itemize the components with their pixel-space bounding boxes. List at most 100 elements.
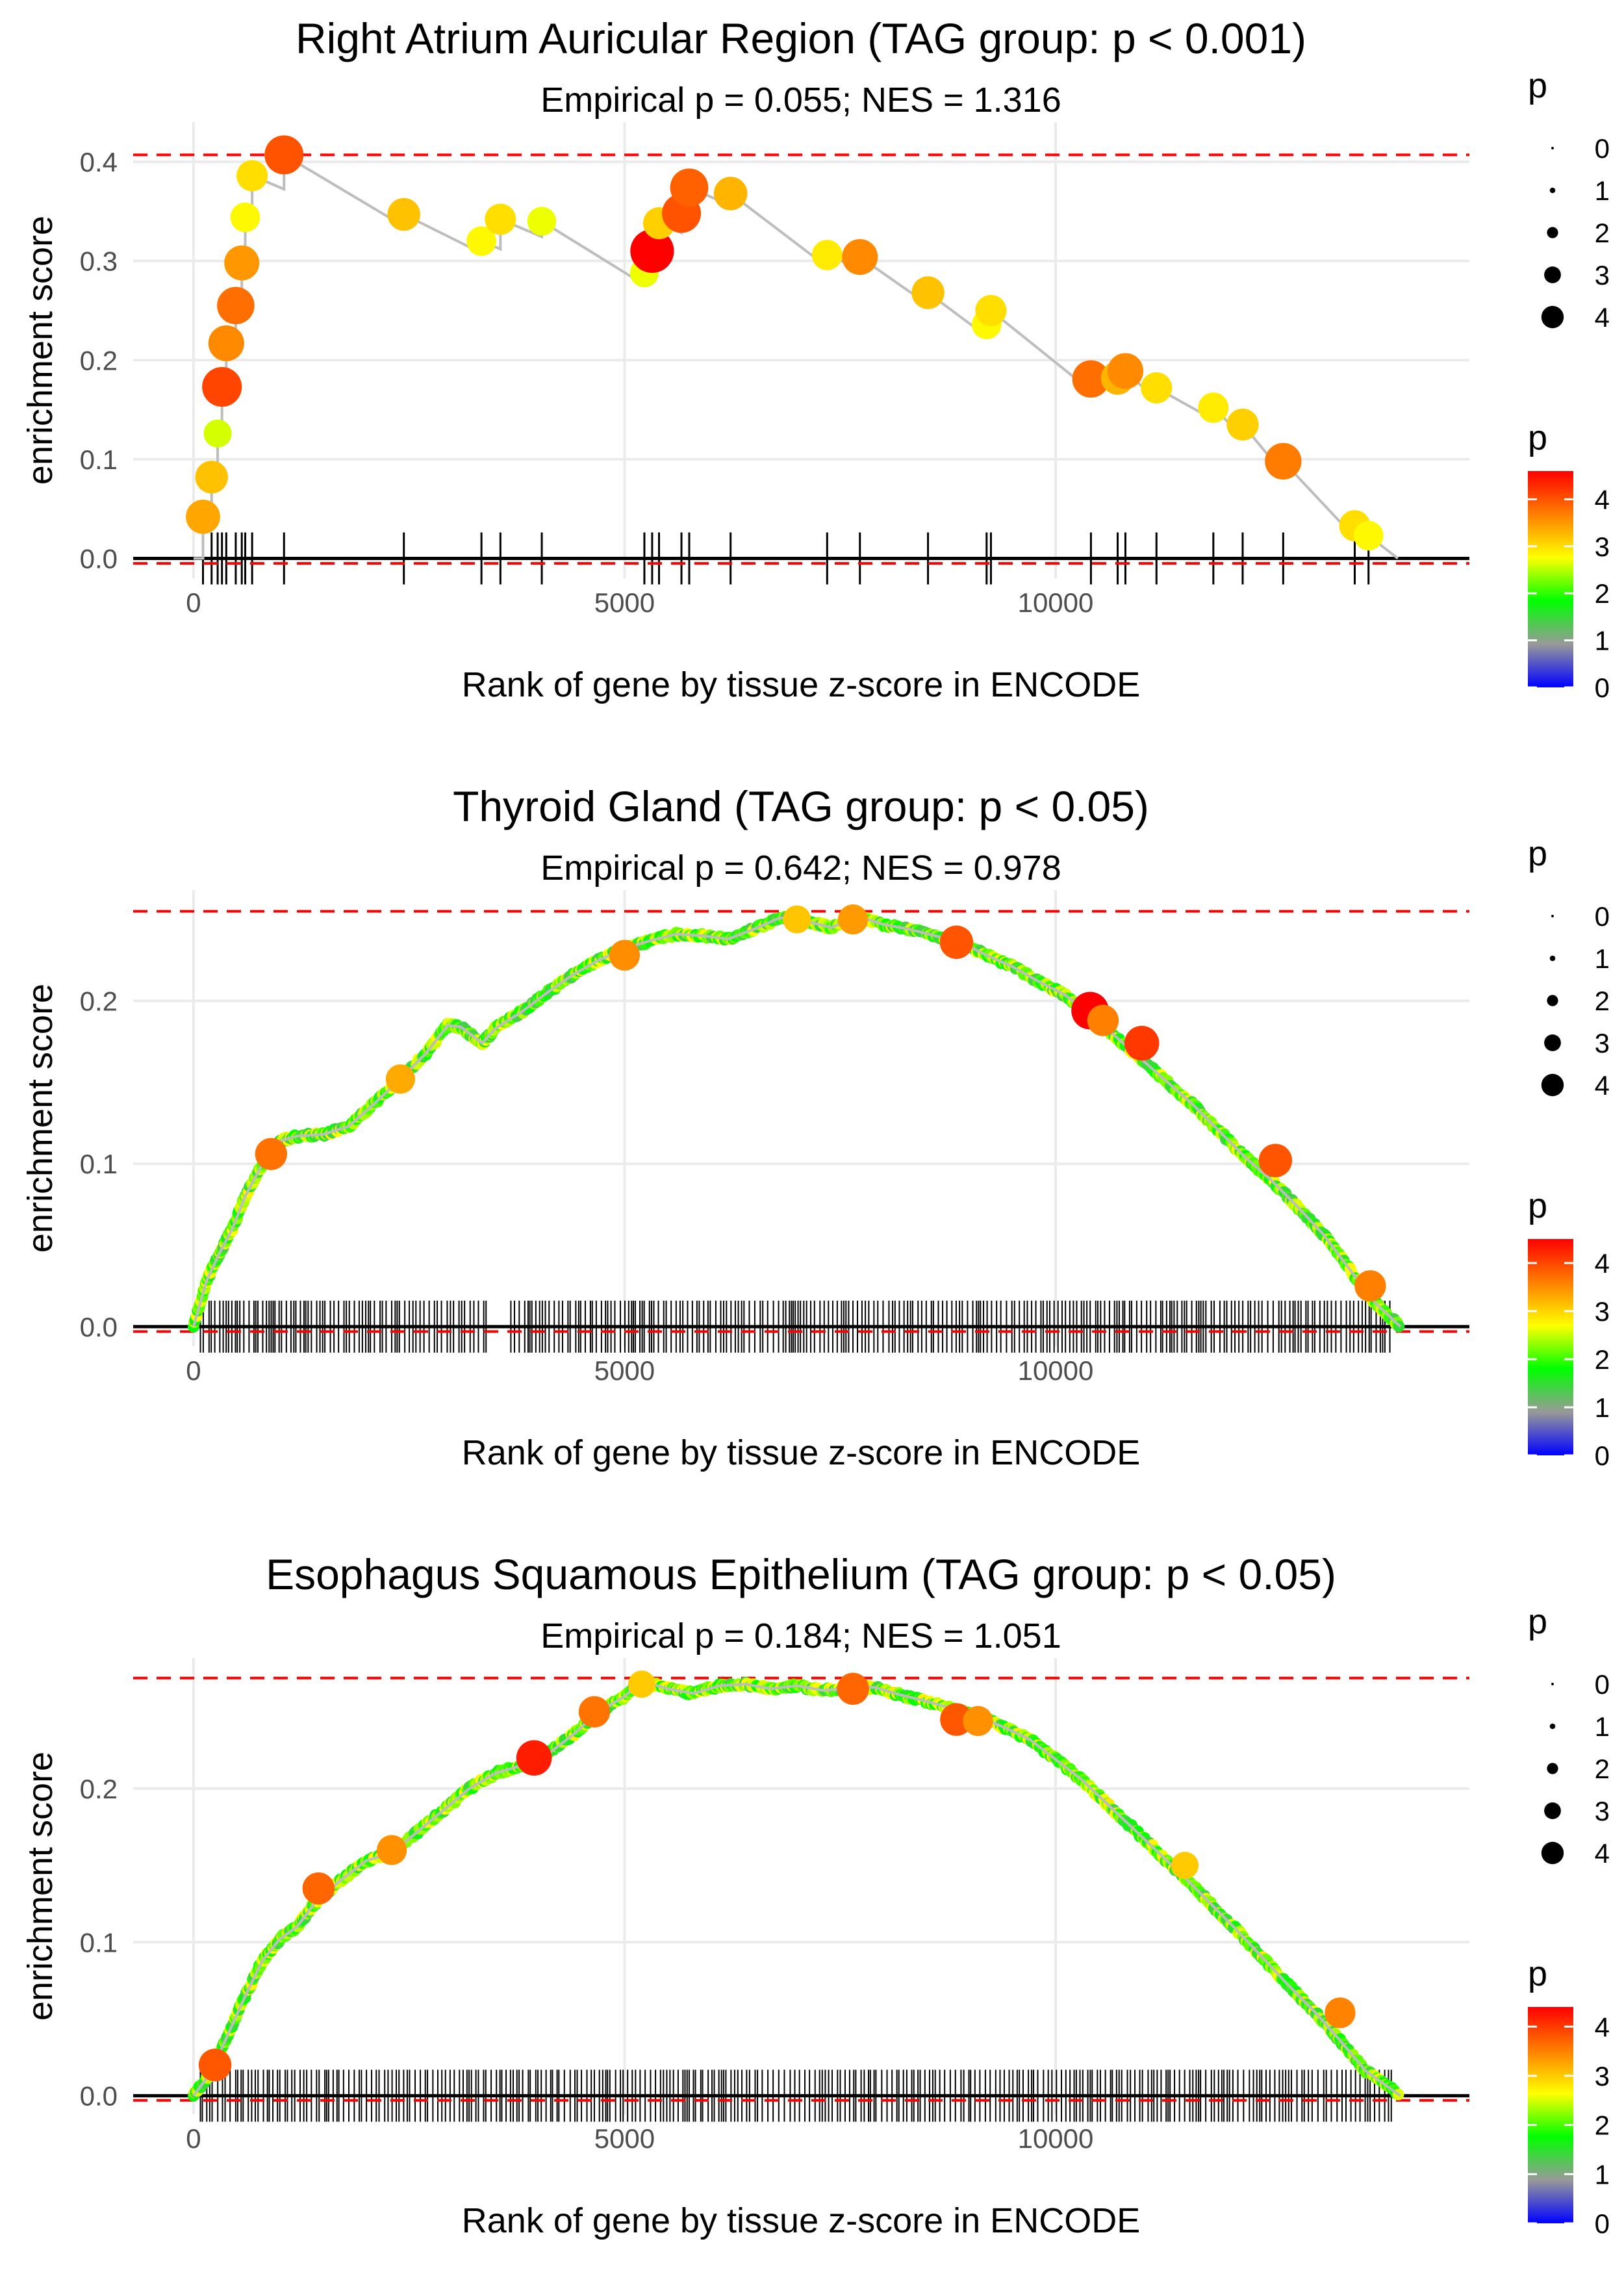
color-legend-label: 2 xyxy=(1595,578,1610,609)
x-tick-label: 0 xyxy=(186,1355,201,1386)
color-legend-title: p xyxy=(1528,418,1547,457)
color-legend-label: 0 xyxy=(1595,672,1610,703)
hit-point xyxy=(1353,520,1384,551)
x-tick-label: 5000 xyxy=(594,2123,655,2154)
highlight-points xyxy=(255,904,1386,1302)
highlight-point xyxy=(255,1138,288,1170)
y-tick-label: 0.0 xyxy=(80,2081,118,2112)
size-legend-dot xyxy=(1544,1802,1561,1819)
size-legend-label: 2 xyxy=(1595,986,1610,1016)
size-legend-dot xyxy=(1551,915,1554,917)
y-tick-label: 0.4 xyxy=(80,147,118,177)
hit-point xyxy=(203,419,232,448)
highlight-point xyxy=(939,925,974,959)
color-legend-label: 1 xyxy=(1595,626,1610,656)
y-tick-label: 0.3 xyxy=(80,246,118,277)
chart-panel-2: Thyroid Gland (TAG group: p < 0.05) Empir… xyxy=(21,782,1610,1472)
size-legend-dot xyxy=(1549,955,1556,962)
hit-point xyxy=(811,240,843,270)
size-legend: p 0 1 2 3 4 xyxy=(1528,1602,1610,1869)
x-axis-title: Rank of gene by tissue z-score in ENCODE xyxy=(462,2201,1140,2240)
x-axis-title: Rank of gene by tissue z-score in ENCODE xyxy=(462,665,1140,704)
highlight-point xyxy=(1171,1852,1199,1880)
highlight-point xyxy=(578,1696,611,1728)
y-tick-label: 0.0 xyxy=(80,543,118,574)
x-tick-label: 10000 xyxy=(1018,2123,1094,2154)
gene-rug xyxy=(201,532,1370,585)
size-legend-dot xyxy=(1547,995,1558,1006)
highlight-point xyxy=(377,1835,407,1865)
running-es-line xyxy=(192,1680,1401,2097)
highlight-point xyxy=(609,939,641,971)
size-legend-dot xyxy=(1541,1073,1564,1097)
highlight-points xyxy=(198,1670,1356,2082)
size-legend-title: p xyxy=(1528,66,1547,105)
color-legend-label: 1 xyxy=(1595,2159,1610,2190)
size-legend-title: p xyxy=(1528,1602,1547,1641)
color-legend-bar xyxy=(1528,1239,1573,1455)
hit-point xyxy=(387,198,420,231)
hit-point xyxy=(217,287,255,325)
size-legend-dot xyxy=(1549,1723,1556,1730)
hit-point xyxy=(630,229,674,273)
highlight-point xyxy=(1087,1004,1119,1036)
color-legend-label: 2 xyxy=(1595,1344,1610,1375)
chart-panel-1: Right Atrium Auricular Region (TAG group… xyxy=(21,14,1610,704)
hit-point xyxy=(670,168,709,207)
x-tick-label: 5000 xyxy=(594,1355,655,1386)
color-legend-title: p xyxy=(1528,1954,1547,1993)
color-legend-label: 1 xyxy=(1595,1392,1610,1423)
size-legend-dot xyxy=(1551,147,1554,149)
hit-point xyxy=(186,499,220,534)
size-legend-label: 0 xyxy=(1595,1669,1610,1700)
hit-point xyxy=(1107,353,1144,389)
size-legend-label: 3 xyxy=(1595,1028,1610,1058)
chart-title: Right Atrium Auricular Region (TAG group… xyxy=(296,14,1306,62)
size-legend-dot xyxy=(1551,1683,1554,1685)
hit-point xyxy=(230,202,260,233)
y-tick-label: 0.0 xyxy=(80,1312,118,1342)
size-legend-dot xyxy=(1541,1841,1564,1865)
highlight-point xyxy=(963,1706,993,1737)
hit-point xyxy=(264,135,304,175)
size-legend: p 0 1 2 3 4 xyxy=(1528,66,1610,333)
x-tick-label: 10000 xyxy=(1018,587,1094,618)
hit-point xyxy=(1198,392,1229,423)
size-legend: p 0 1 2 3 4 xyxy=(1528,834,1610,1101)
size-legend-label: 4 xyxy=(1595,1838,1610,1869)
highlight-point xyxy=(385,1064,415,1094)
hit-point xyxy=(1226,408,1259,441)
hit-point xyxy=(202,366,242,407)
hit-points xyxy=(186,135,1384,551)
hit-point xyxy=(1072,360,1110,398)
hit-point xyxy=(208,325,244,361)
color-legend-label: 2 xyxy=(1595,2110,1610,2141)
y-tick-label: 0.1 xyxy=(80,444,118,475)
size-legend-label: 4 xyxy=(1595,1070,1610,1101)
size-legend-label: 0 xyxy=(1595,133,1610,164)
size-legend-label: 3 xyxy=(1595,1796,1610,1826)
chart-panel-3: Esophagus Squamous Epithelium (TAG group… xyxy=(21,1550,1610,2240)
highlight-point xyxy=(838,904,869,935)
highlight-point xyxy=(1258,1143,1293,1177)
y-axis-title: enrichment score xyxy=(21,984,60,1253)
color-legend-title: p xyxy=(1528,1186,1547,1225)
color-legend-label: 4 xyxy=(1595,484,1610,515)
y-axis-title: enrichment score xyxy=(21,216,60,485)
x-axis-title: Rank of gene by tissue z-score in ENCODE xyxy=(462,1433,1140,1472)
gene-rug xyxy=(199,1300,1391,1353)
y-tick-label: 0.2 xyxy=(80,986,118,1016)
color-legend: p 0 1 2 3 4 xyxy=(1528,418,1610,703)
chart-title: Esophagus Squamous Epithelium (TAG group… xyxy=(266,1550,1336,1598)
chart-title: Thyroid Gland (TAG group: p < 0.05) xyxy=(453,782,1149,830)
color-legend-bar xyxy=(1528,2007,1573,2223)
hit-point xyxy=(1265,442,1302,480)
hit-point xyxy=(842,238,878,275)
x-tick-label: 0 xyxy=(186,587,201,618)
hit-point xyxy=(195,461,228,494)
highlight-point xyxy=(1124,1025,1160,1061)
x-tick-label: 10000 xyxy=(1018,1355,1094,1386)
y-tick-label: 0.2 xyxy=(80,1774,118,1804)
color-legend-label: 3 xyxy=(1595,1296,1610,1327)
